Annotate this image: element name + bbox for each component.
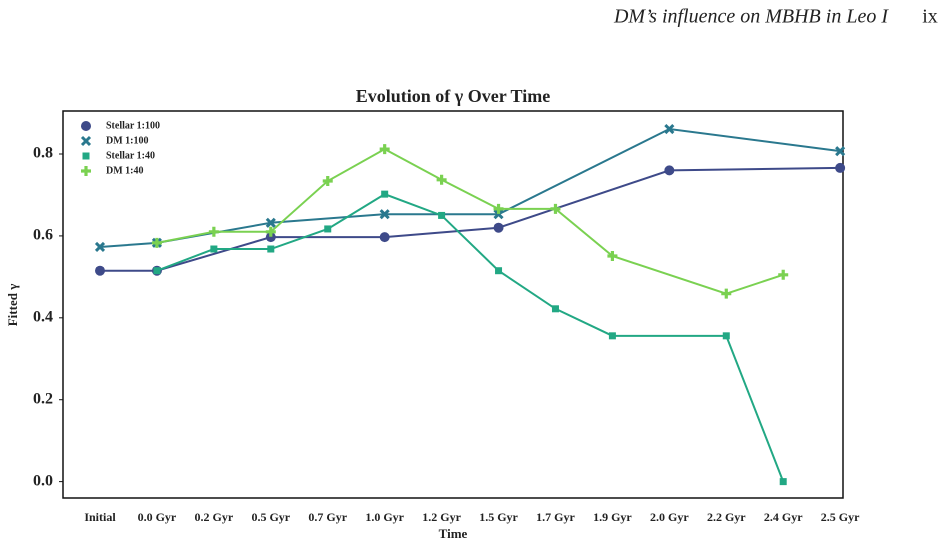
marker — [95, 265, 105, 276]
legend-label: Stellar 1:40 — [106, 150, 155, 161]
marker — [80, 135, 92, 147]
marker — [208, 226, 219, 237]
marker — [151, 237, 162, 248]
x-tick-label: 0.5 Gyr — [251, 510, 290, 524]
x-tick-label: 2.4 Gyr — [764, 510, 803, 524]
legend-label: DM 1:40 — [106, 165, 144, 176]
marker — [493, 203, 504, 214]
marker — [265, 217, 276, 228]
series-line — [100, 166, 841, 272]
y-tick-label: 0.0 — [33, 472, 53, 489]
marker — [436, 174, 447, 185]
x-tick-label: 2.0 Gyr — [650, 510, 689, 524]
marker — [607, 250, 618, 261]
x-tick-label: 0.0 Gyr — [138, 510, 177, 524]
y-tick-label: 0.8 — [33, 145, 53, 162]
marker — [81, 166, 91, 176]
x-tick-label: 1.2 Gyr — [422, 510, 461, 524]
marker — [153, 267, 161, 275]
x-tick-label: 2.5 Gyr — [821, 510, 860, 524]
marker — [779, 478, 787, 486]
marker — [379, 209, 390, 220]
marker — [664, 165, 675, 176]
x-tick-label: 1.9 Gyr — [593, 510, 632, 524]
marker — [835, 162, 846, 173]
chart-title: Evolution of γ Over Time — [356, 86, 550, 106]
legend-label: Stellar 1:100 — [106, 120, 160, 131]
x-tick-label: 1.0 Gyr — [365, 510, 404, 524]
series-line — [156, 193, 785, 482]
marker — [265, 226, 276, 237]
marker — [664, 123, 675, 135]
marker — [438, 211, 446, 219]
marker — [379, 232, 390, 243]
marker — [550, 203, 561, 214]
plot-frame — [62, 110, 844, 499]
y-tick-label: 0.4 — [33, 308, 53, 325]
marker — [267, 245, 275, 253]
marker — [322, 176, 333, 187]
x-tick-label: Initial — [84, 510, 116, 524]
marker — [381, 190, 389, 198]
marker — [210, 245, 218, 253]
marker — [608, 332, 616, 340]
x-tick-label: 0.2 Gyr — [195, 510, 234, 524]
marker — [835, 146, 846, 157]
marker — [721, 288, 732, 299]
x-tick-label: 1.7 Gyr — [536, 510, 575, 524]
marker — [94, 241, 106, 253]
y-axis-label: Fitted γ — [5, 284, 20, 327]
marker — [324, 225, 332, 233]
x-tick-label: 0.7 Gyr — [308, 510, 347, 524]
y-tick-label: 0.2 — [33, 390, 53, 407]
marker — [81, 121, 91, 131]
marker — [379, 144, 390, 155]
marker — [493, 209, 504, 220]
marker — [778, 269, 789, 280]
marker — [551, 305, 559, 313]
x-axis-label: Time — [439, 526, 468, 541]
x-tick-label: 2.2 Gyr — [707, 510, 746, 524]
marker — [493, 222, 504, 233]
legend-label: DM 1:100 — [106, 135, 149, 146]
marker — [722, 332, 730, 340]
marker — [82, 152, 90, 160]
running-title: DM’s influence on MBHB in Leo I — [613, 6, 889, 28]
x-tick-label: 1.5 Gyr — [479, 510, 518, 524]
y-tick-label: 0.6 — [33, 227, 53, 244]
marker — [265, 232, 276, 243]
marker — [495, 267, 503, 275]
page-number: ix — [922, 6, 938, 28]
